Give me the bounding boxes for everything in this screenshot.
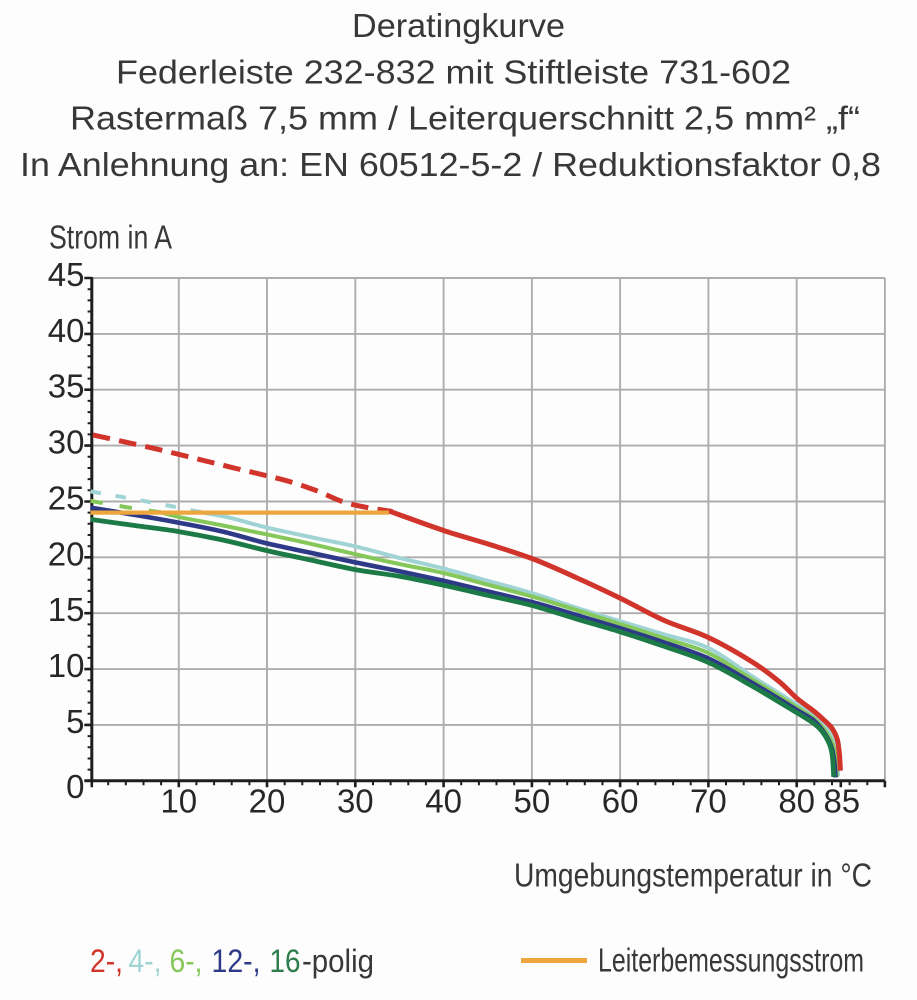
svg-text:Deratingkurve: Deratingkurve [352,7,565,44]
svg-text:10: 10 [160,783,197,820]
svg-text:12-,: 12-, [212,943,261,979]
svg-text:2-,: 2-, [90,943,123,979]
svg-text:Strom in A: Strom in A [49,219,172,256]
svg-text:30: 30 [337,783,374,820]
svg-text:4-,: 4-, [129,943,162,979]
svg-text:60: 60 [602,783,639,820]
svg-text:Leiterbemessungsstrom: Leiterbemessungsstrom [598,942,864,979]
svg-text:70: 70 [690,783,727,820]
svg-text:15: 15 [48,591,85,628]
svg-text:0: 0 [66,768,84,805]
svg-text:85: 85 [823,783,860,820]
svg-text:16: 16 [270,943,301,979]
svg-text:-polig: -polig [302,943,374,979]
svg-text:35: 35 [48,368,85,405]
svg-text:40: 40 [425,783,462,820]
svg-text:30: 30 [48,424,85,461]
svg-text:40: 40 [48,312,85,349]
svg-text:Federleiste 232-832 mit Stiftl: Federleiste 232-832 mit Stiftleiste 731-… [116,54,791,91]
svg-text:20: 20 [48,535,85,572]
svg-text:In Anlehnung an: EN 60512-5-2: In Anlehnung an: EN 60512-5-2 / Reduktio… [20,146,881,183]
svg-text:50: 50 [514,783,551,820]
svg-text:10: 10 [48,647,85,684]
svg-text:45: 45 [48,256,85,293]
svg-text:20: 20 [249,783,286,820]
svg-text:25: 25 [48,480,85,517]
svg-text:Rastermaß 7,5 mm / Leiterquers: Rastermaß 7,5 mm / Leiterquerschnitt 2,5… [70,100,860,137]
svg-text:Umgebungstemperatur in °C: Umgebungstemperatur in °C [514,857,872,894]
svg-text:80: 80 [778,783,815,820]
svg-text:5: 5 [66,703,84,740]
svg-text:6-,: 6-, [170,943,203,979]
